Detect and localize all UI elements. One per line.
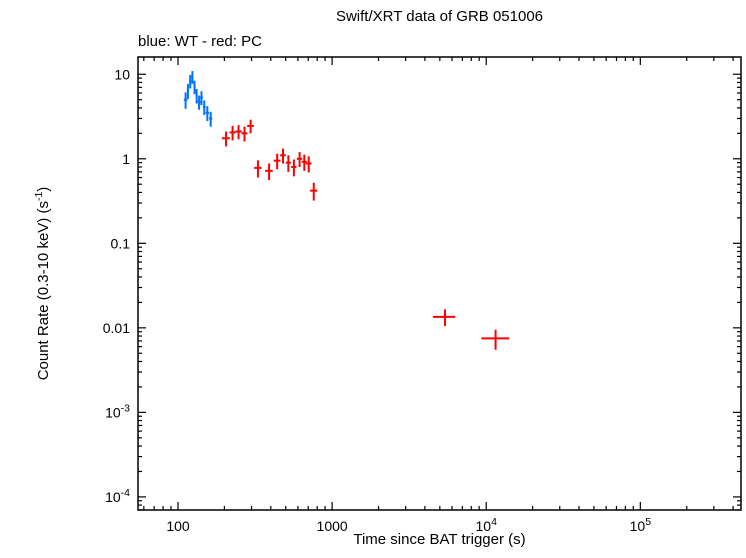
tick-labels: 100 1000 104 105 10 1 0.1 0.01 10-3 10-4 (103, 66, 651, 534)
y-tick-label: 10-3 (105, 402, 130, 420)
y-tick-label: 0.01 (103, 320, 130, 336)
y-tick-label: 1 (122, 151, 130, 167)
axis-ticks (138, 57, 741, 511)
wt-series (183, 71, 213, 127)
y-tick-label: 0.1 (111, 235, 131, 251)
x-tick-label: 104 (476, 516, 498, 534)
y-tick-label: 10 (114, 66, 130, 82)
pc-series (222, 119, 510, 350)
y-axis-label: Count Rate (0.3-10 keV) (s-1) (33, 187, 52, 381)
plot-frame (137, 56, 742, 511)
x-tick-label: 1000 (317, 518, 348, 534)
x-tick-label: 100 (166, 518, 190, 534)
x-axis-label: Time since BAT trigger (s) (353, 531, 526, 548)
chart-title: Swift/XRT data of GRB 051006 (335, 8, 544, 25)
chart-subtitle: blue: WT - red: PC (138, 33, 262, 50)
y-tick-label: 10-4 (105, 487, 130, 505)
x-tick-label: 105 (630, 516, 652, 534)
